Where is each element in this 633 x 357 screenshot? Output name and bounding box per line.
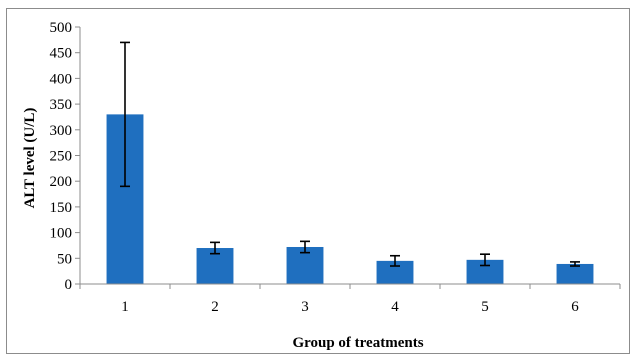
x-tick-label: 4 <box>391 299 399 315</box>
y-tick-label: 50 <box>57 251 72 267</box>
bars <box>106 114 594 284</box>
y-tick-label: 0 <box>65 277 73 293</box>
x-tick-label: 5 <box>481 299 489 315</box>
y-tick-label: 350 <box>50 97 73 113</box>
y-tick-label: 500 <box>50 20 73 36</box>
x-tick-label: 1 <box>121 299 129 315</box>
bar <box>556 263 594 284</box>
y-axis-title: ALT level (U/L) <box>22 108 38 209</box>
x-tick-label: 3 <box>301 299 309 315</box>
y-tick-label: 200 <box>50 174 73 190</box>
x-tick-label: 6 <box>571 299 579 315</box>
axes <box>75 26 621 289</box>
y-tick-label: 300 <box>50 123 73 139</box>
y-tick-labels: 0 50 100 150 200 250 300 350 400 450 500 <box>50 20 73 293</box>
x-axis-title: Group of treatments <box>292 335 423 351</box>
y-tick-label: 100 <box>50 226 73 242</box>
x-tick-labels: 1 2 3 4 5 6 <box>121 299 579 315</box>
y-tick-label: 450 <box>50 46 73 62</box>
y-tick-label: 250 <box>50 149 73 165</box>
y-tick-label: 400 <box>50 71 73 87</box>
x-tick-label: 2 <box>211 299 219 315</box>
y-tick-label: 150 <box>50 200 73 216</box>
bar <box>376 260 414 284</box>
error-bars <box>120 41 580 267</box>
